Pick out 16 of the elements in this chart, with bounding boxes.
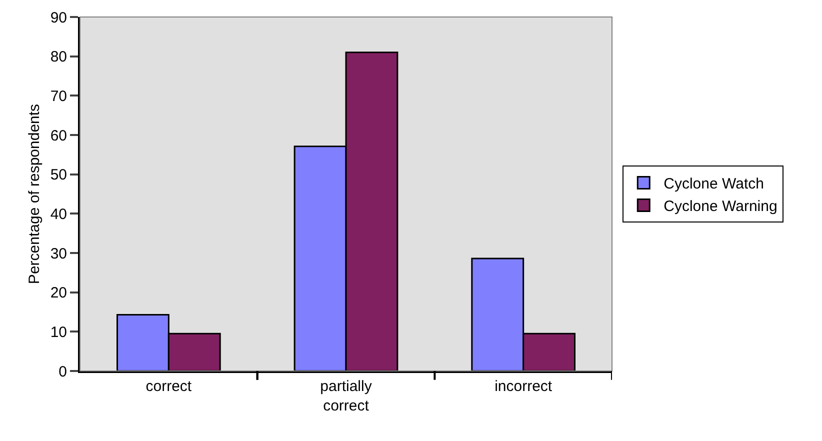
y-tick-label: 30 [50, 245, 67, 262]
y-tick-label: 0 [58, 363, 67, 380]
legend-label: Cyclone Warning [664, 198, 778, 216]
y-tick-label: 60 [50, 127, 67, 144]
x-tick-label: partially correct [320, 378, 372, 414]
y-axis-title: Percentage of respondents [26, 104, 43, 284]
x-tick-label: correct [146, 378, 192, 395]
x-tick-label: incorrect [494, 378, 553, 395]
y-tick-label: 20 [50, 284, 67, 302]
y-tick-label: 70 [50, 88, 67, 105]
y-tick-label: 80 [50, 48, 67, 66]
y-tick-label: 50 [50, 166, 67, 184]
y-tick-label: 90 [50, 9, 67, 26]
y-tick-label: 40 [50, 206, 67, 223]
legend-label: Cyclone Watch [664, 176, 764, 193]
y-tick-label: 10 [50, 324, 67, 341]
